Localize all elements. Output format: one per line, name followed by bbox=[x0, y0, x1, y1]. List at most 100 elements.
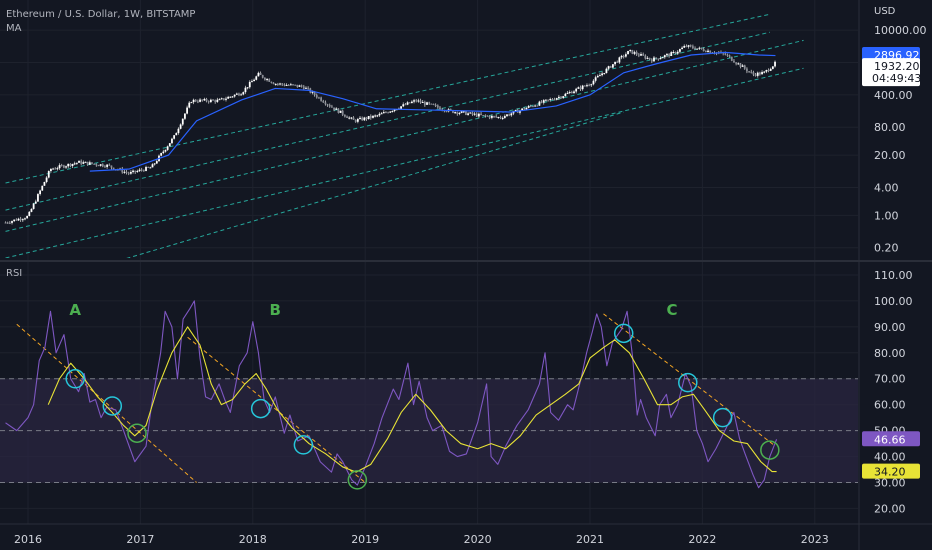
candle bbox=[458, 112, 461, 116]
candle bbox=[28, 210, 31, 217]
candle-body bbox=[47, 171, 50, 178]
candle bbox=[348, 116, 351, 120]
candle bbox=[244, 85, 247, 94]
candle bbox=[160, 152, 163, 157]
candle-body bbox=[702, 49, 705, 51]
candle bbox=[201, 99, 204, 102]
candle bbox=[735, 62, 738, 66]
ma-indicator-label[interactable]: MA bbox=[6, 23, 22, 34]
candle bbox=[209, 98, 212, 104]
candle bbox=[184, 113, 186, 121]
candle-body bbox=[326, 104, 329, 106]
symbol-title[interactable]: Ethereum / U.S. Dollar, 1W, BITSTAMP bbox=[6, 9, 196, 20]
candle-body bbox=[540, 101, 543, 103]
candle-body bbox=[261, 75, 264, 78]
candle-body bbox=[691, 46, 694, 49]
candle-body bbox=[359, 117, 361, 120]
candle bbox=[683, 44, 686, 48]
candle-body bbox=[519, 110, 521, 113]
time-tick-label: 2016 bbox=[14, 533, 42, 546]
candle-body bbox=[640, 54, 642, 56]
candle bbox=[346, 115, 348, 119]
candle bbox=[24, 217, 26, 221]
candle-body bbox=[696, 48, 699, 50]
candle-body bbox=[750, 71, 753, 73]
candle-body bbox=[298, 85, 301, 87]
candle-body bbox=[506, 114, 508, 117]
candle-body bbox=[452, 110, 454, 113]
candle bbox=[279, 82, 281, 86]
candle bbox=[763, 70, 766, 74]
candle bbox=[222, 98, 225, 101]
candle bbox=[264, 77, 266, 81]
candle bbox=[577, 86, 580, 89]
candle-body bbox=[586, 85, 588, 87]
candle-body bbox=[15, 219, 18, 221]
candle-body bbox=[672, 51, 675, 53]
candle-body bbox=[264, 77, 266, 80]
candle bbox=[661, 56, 664, 59]
candle-body bbox=[307, 87, 310, 89]
candle-body bbox=[97, 165, 100, 167]
candle bbox=[326, 103, 329, 107]
candle bbox=[246, 87, 249, 90]
rsi-tick-label: 80.00 bbox=[874, 347, 906, 360]
candle bbox=[88, 160, 91, 166]
candle-body bbox=[37, 194, 39, 202]
candle bbox=[687, 44, 690, 49]
candle-body bbox=[458, 112, 461, 114]
rsi-value-tag-label: 34.20 bbox=[874, 466, 906, 479]
candle-body bbox=[337, 108, 340, 113]
candle bbox=[147, 166, 150, 168]
candle-body bbox=[369, 116, 372, 118]
candle-body bbox=[523, 108, 526, 110]
candle-body bbox=[244, 87, 247, 93]
channel-line bbox=[5, 39, 804, 232]
candle-body bbox=[62, 165, 65, 168]
candle-body bbox=[91, 162, 93, 164]
candle-body bbox=[233, 94, 236, 97]
candle-body bbox=[177, 128, 180, 134]
candle bbox=[406, 101, 409, 106]
candle-body bbox=[52, 168, 54, 170]
rsi-tick-label: 40.00 bbox=[874, 451, 906, 464]
price-pane bbox=[4, 13, 804, 258]
candle bbox=[43, 181, 46, 186]
candle-body bbox=[460, 111, 463, 113]
candle bbox=[212, 98, 214, 101]
candle-body bbox=[106, 164, 109, 167]
candle-body bbox=[225, 98, 227, 100]
candle bbox=[670, 51, 673, 57]
candle-body bbox=[125, 171, 128, 173]
candle bbox=[6, 221, 9, 224]
candle bbox=[106, 163, 109, 169]
candle-body bbox=[54, 168, 57, 170]
candle-body bbox=[666, 54, 668, 56]
candle bbox=[322, 99, 325, 103]
candle-body bbox=[659, 58, 662, 60]
candle-body bbox=[56, 168, 59, 170]
candle-body bbox=[155, 161, 158, 164]
candle bbox=[80, 159, 83, 166]
candle bbox=[188, 101, 191, 109]
candle bbox=[635, 50, 638, 57]
candle bbox=[497, 116, 500, 119]
candle bbox=[646, 56, 649, 60]
candle-body bbox=[501, 117, 504, 119]
candle-body bbox=[436, 105, 439, 108]
candle bbox=[540, 100, 543, 104]
candle bbox=[752, 70, 755, 77]
candle bbox=[702, 47, 705, 52]
candle-body bbox=[75, 162, 78, 164]
candle bbox=[469, 112, 472, 114]
candle bbox=[421, 100, 424, 103]
candle-body bbox=[19, 218, 22, 221]
candle-body bbox=[724, 53, 727, 55]
candle-body bbox=[231, 96, 234, 98]
candle-body bbox=[676, 51, 679, 54]
rsi-indicator-label[interactable]: RSI bbox=[6, 268, 23, 279]
candle-body bbox=[166, 146, 169, 150]
candle-body bbox=[581, 85, 584, 90]
